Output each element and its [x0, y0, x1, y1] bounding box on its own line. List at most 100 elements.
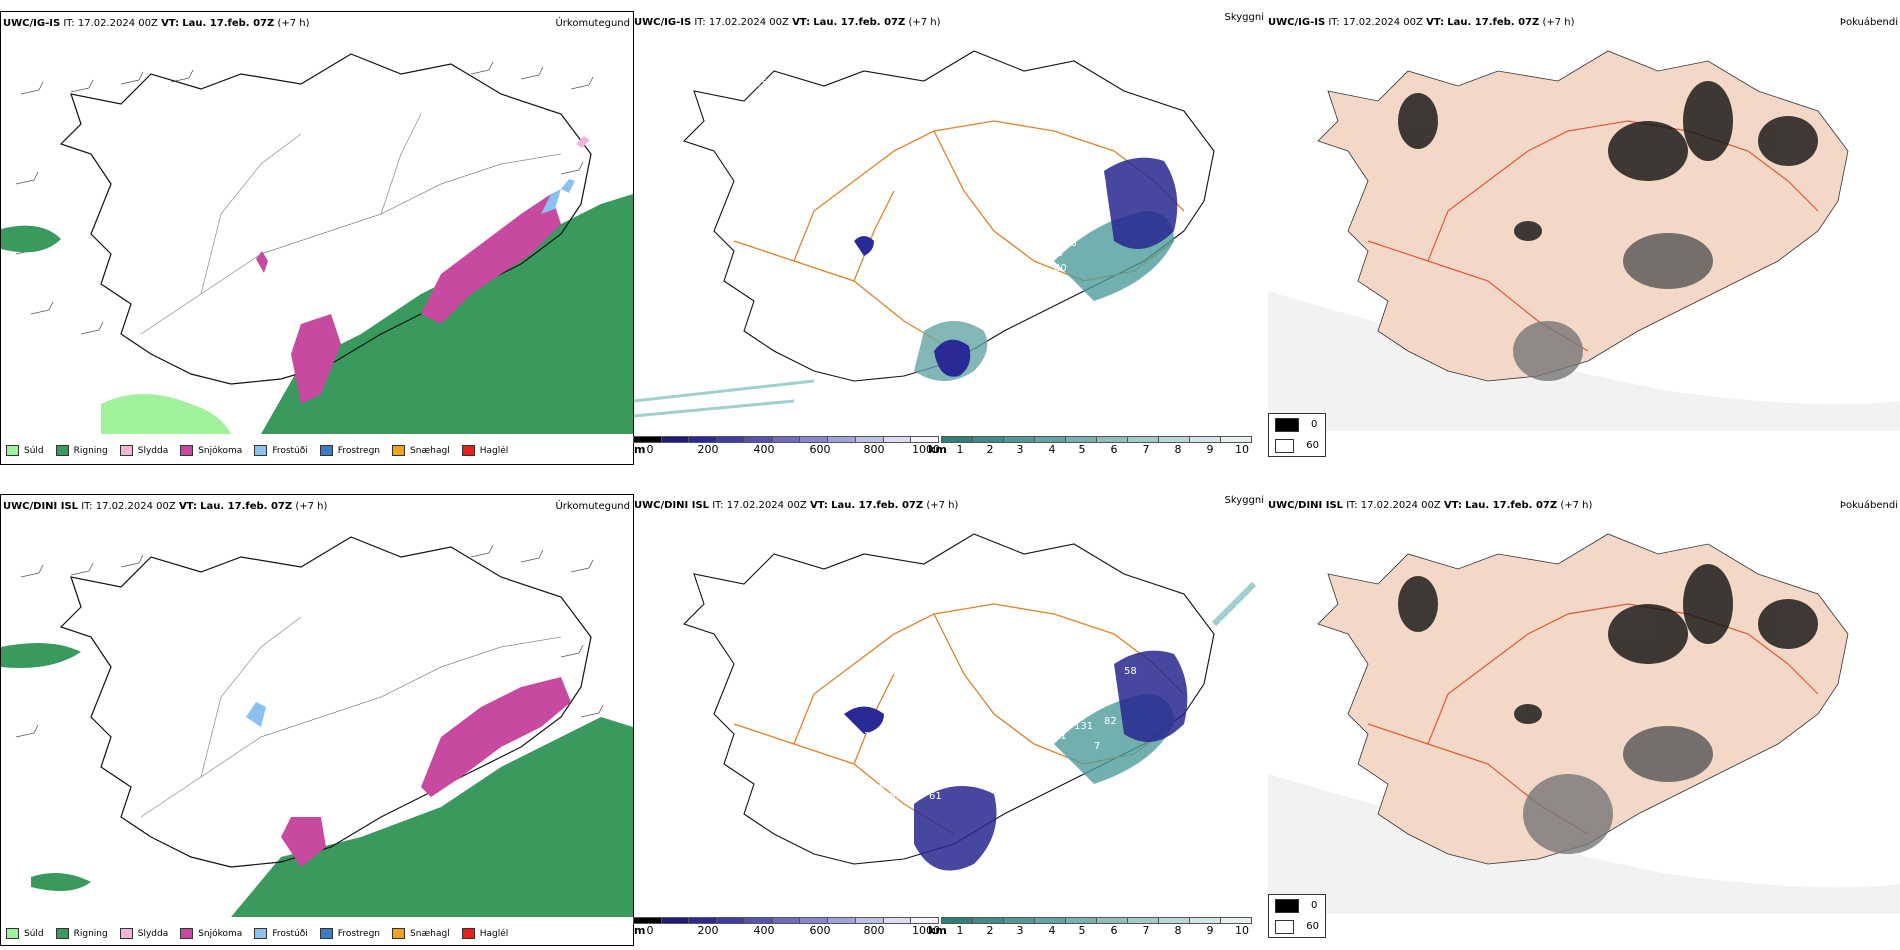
- legend-item: Rigning: [55, 928, 108, 939]
- cloud-height-label: 92: [859, 328, 872, 339]
- cloud-height-label: 11: [1029, 188, 1042, 199]
- cloud-height-label: 129: [1059, 208, 1078, 219]
- tick-label: 1000: [912, 443, 940, 456]
- cloud-height-label: 395: [964, 238, 983, 249]
- cloud-height-label: 160: [769, 561, 788, 572]
- vt-value: Lau. 17.feb. 07Z: [813, 17, 906, 28]
- tick-label: 800: [863, 924, 885, 937]
- cloud-height-label: 93: [879, 781, 892, 792]
- it-value: 17.02.2024 00Z: [77, 18, 158, 29]
- cloud-map-svg: 15 92 92 56 17 395 128 123 80 16 129 100 83 58 13 10 11 1…: [634, 50, 1215, 418]
- cloud-height-label: 83: [1089, 213, 1102, 224]
- rain-west: [1, 643, 91, 891]
- it-label: IT:: [63, 18, 75, 29]
- tick-label: 7: [1142, 443, 1150, 456]
- legend-label: Súld: [24, 445, 44, 456]
- navy-cloud-east: [1114, 650, 1188, 742]
- fog-patches: [1398, 81, 1818, 381]
- vt-value: Lau. 17.feb. 07Z: [200, 501, 293, 512]
- panel-title: Þokuábendi: [1839, 500, 1898, 511]
- cloud-height-label: 82: [1104, 716, 1117, 727]
- precip-legend: Súld Rigning Slydda Snjókoma Frostúði Fr…: [6, 445, 520, 456]
- tick-label: 6: [1110, 443, 1118, 456]
- model-name: UWC/DINI ISL: [3, 501, 79, 512]
- legend-swatch: [461, 445, 475, 456]
- wind-barbs: [15, 544, 604, 738]
- tick-label: 1: [956, 443, 964, 456]
- height-colorbar: m 0 200 400 600 800 1000: [633, 436, 941, 456]
- fog-legend: 0 60: [1268, 413, 1326, 457]
- tick-label: 2: [986, 924, 994, 937]
- cloud-height-label: 128: [1034, 223, 1053, 234]
- road-lines: [140, 113, 562, 335]
- tick-label: 0: [646, 924, 654, 937]
- precip-legend: Súld Rigning Slydda Snjókoma Frostúði Fr…: [6, 928, 520, 939]
- panel-header: UWC/DINI ISL IT: 17.02.2024 00Z VT: Lau.…: [634, 499, 958, 517]
- legend-item: Frostúði: [254, 445, 308, 456]
- km-colorbar: km 1 2 3 4 5 6 7 8 9 10: [928, 436, 1252, 456]
- cloud-height-label: 17: [924, 318, 937, 329]
- vt-label: VT:: [1426, 17, 1445, 28]
- tick-label: 4: [1048, 924, 1056, 937]
- snow-area-south: [281, 677, 571, 867]
- legend-label: Rigning: [73, 928, 108, 939]
- fog-legend-label: 60: [1306, 921, 1319, 932]
- cloud-height-label: 61: [929, 791, 942, 802]
- it-label: IT:: [712, 500, 724, 511]
- precip-panel-bottom: UWC/DINI ISL IT: 17.02.2024 00Z VT: Lau.…: [0, 494, 634, 946]
- legend-label: Snjókoma: [198, 445, 243, 456]
- lead-time: (+7 h): [926, 500, 959, 511]
- cloud-height-label: 16: [1064, 238, 1077, 249]
- legend-item: Frostúði: [254, 928, 308, 939]
- sea-haze: [1268, 291, 1900, 431]
- lead-time: (+7 h): [1560, 500, 1593, 511]
- rain-west: [1, 225, 61, 253]
- colorbar-unit: km: [928, 924, 947, 937]
- cloud-map: 15 92 92 56 17 395 128 123 80 16 129 100 83 58 13 10 11 1…: [634, 31, 1264, 431]
- fog-map: [1268, 31, 1900, 431]
- tick-label: 6: [1110, 924, 1118, 937]
- tick-label: 5: [1078, 924, 1086, 937]
- legend-swatch: [254, 445, 268, 456]
- cloud-height-label: 73: [894, 681, 907, 692]
- panel-header: UWC/IG-IS IT: 17.02.2024 00Z VT: Lau. 17…: [1268, 16, 1575, 34]
- tick-label: 8: [1174, 924, 1182, 937]
- vt-label: VT:: [161, 18, 180, 29]
- legend-item: Haglél: [461, 928, 509, 939]
- fog-swatch: [1275, 438, 1295, 453]
- legend-swatch: [319, 445, 333, 456]
- fog-patches: [1398, 564, 1818, 854]
- sea-streaks: [634, 379, 815, 418]
- tick-label: 200: [697, 924, 719, 937]
- km-colorbar: km 1 2 3 4 5 6 7 8 9 10: [928, 917, 1252, 937]
- vt-value: Lau. 17.feb. 07Z: [182, 18, 275, 29]
- fog-legend-label: 60: [1306, 440, 1319, 451]
- vt-label: VT:: [178, 501, 197, 512]
- cloud-height-label: 84: [984, 746, 997, 757]
- legend-item: Snæhagl: [392, 928, 450, 939]
- navy-cloud-west: [854, 236, 874, 256]
- colorbar-ticks: 0 200 400 600 800 1000: [634, 443, 941, 456]
- panel-title: Þokuábendi: [1839, 17, 1898, 28]
- legend-swatch: [119, 928, 133, 939]
- cloud-height-label: 52: [1029, 771, 1042, 782]
- legend-label: Slydda: [137, 928, 169, 939]
- vt-value: Lau. 17.feb. 07Z: [1447, 17, 1540, 28]
- tick-label: 3: [1016, 924, 1024, 937]
- legend-label: Haglél: [479, 928, 509, 939]
- lead-time: (+7 h): [277, 18, 310, 29]
- legend-swatch: [6, 928, 19, 939]
- cloud-height-label: 6: [1054, 756, 1060, 767]
- road-network: [733, 603, 1185, 835]
- cloud-height-label: 99: [874, 801, 887, 812]
- cloud-height-label: 87: [1074, 691, 1087, 702]
- legend-item: Rigning: [55, 445, 108, 456]
- tick-label: 1000: [912, 924, 940, 937]
- slydda-ne: [576, 136, 590, 148]
- navy-cloud-east: [1104, 157, 1178, 249]
- iceland-land: [1317, 50, 1849, 382]
- colorbar-ticks: 1 2 3 4 5 6 7 8 9 10: [942, 443, 1252, 456]
- iceland-outline: [682, 533, 1215, 865]
- legend-swatch: [392, 445, 406, 456]
